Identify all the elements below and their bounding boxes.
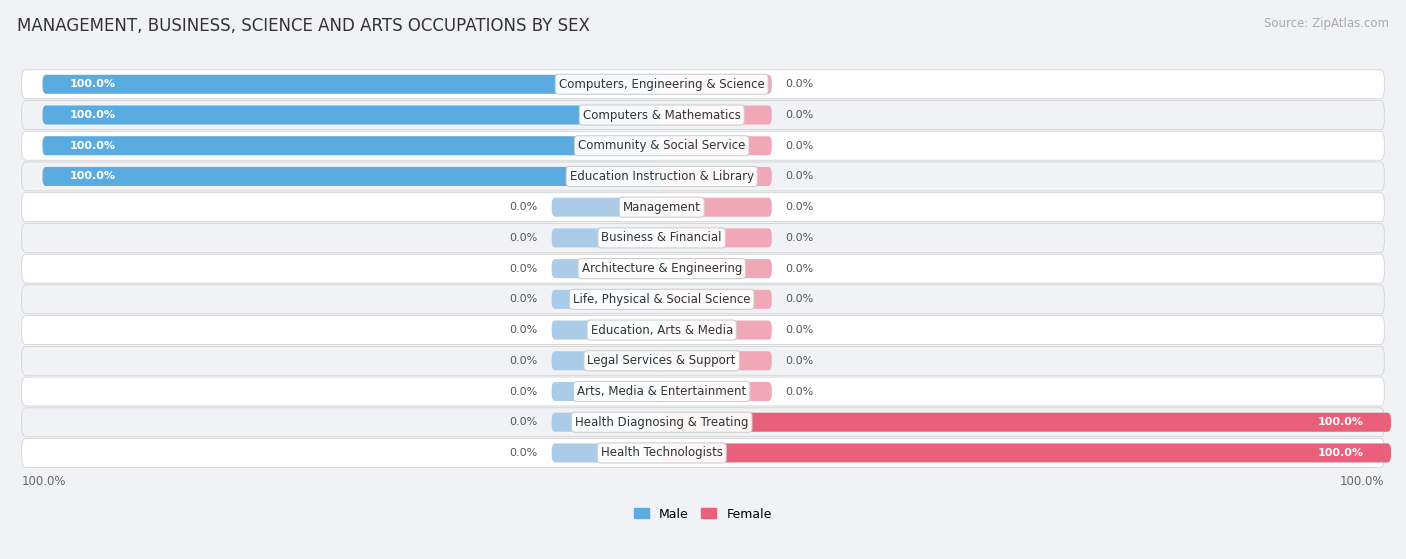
FancyBboxPatch shape (551, 290, 662, 309)
Text: 100.0%: 100.0% (1317, 448, 1364, 458)
Text: Legal Services & Support: Legal Services & Support (588, 354, 735, 367)
Text: Education Instruction & Library: Education Instruction & Library (569, 170, 754, 183)
FancyBboxPatch shape (551, 198, 662, 217)
Text: 100.0%: 100.0% (1340, 475, 1384, 488)
FancyBboxPatch shape (21, 438, 1385, 467)
FancyBboxPatch shape (21, 347, 1385, 375)
FancyBboxPatch shape (662, 382, 772, 401)
Text: 100.0%: 100.0% (70, 172, 117, 182)
Text: 100.0%: 100.0% (22, 475, 66, 488)
FancyBboxPatch shape (21, 408, 1385, 437)
FancyBboxPatch shape (21, 131, 1385, 160)
Text: 0.0%: 0.0% (786, 141, 814, 151)
FancyBboxPatch shape (21, 377, 1385, 406)
Text: Source: ZipAtlas.com: Source: ZipAtlas.com (1264, 17, 1389, 30)
FancyBboxPatch shape (21, 316, 1385, 344)
Text: 0.0%: 0.0% (786, 295, 814, 304)
Text: Education, Arts & Media: Education, Arts & Media (591, 324, 733, 337)
FancyBboxPatch shape (551, 320, 662, 339)
Text: 0.0%: 0.0% (509, 356, 538, 366)
FancyBboxPatch shape (551, 229, 662, 248)
Text: Life, Physical & Social Science: Life, Physical & Social Science (574, 293, 751, 306)
Text: 0.0%: 0.0% (509, 325, 538, 335)
Text: Community & Social Service: Community & Social Service (578, 139, 745, 152)
FancyBboxPatch shape (21, 254, 1385, 283)
FancyBboxPatch shape (21, 101, 1385, 130)
Text: 0.0%: 0.0% (509, 448, 538, 458)
FancyBboxPatch shape (21, 285, 1385, 314)
Text: Arts, Media & Entertainment: Arts, Media & Entertainment (576, 385, 747, 398)
Text: Computers, Engineering & Science: Computers, Engineering & Science (558, 78, 765, 91)
FancyBboxPatch shape (21, 162, 1385, 191)
FancyBboxPatch shape (662, 320, 772, 339)
FancyBboxPatch shape (662, 351, 772, 370)
FancyBboxPatch shape (42, 136, 662, 155)
Text: Management: Management (623, 201, 700, 214)
Text: Architecture & Engineering: Architecture & Engineering (582, 262, 742, 275)
Text: 0.0%: 0.0% (786, 233, 814, 243)
Text: 100.0%: 100.0% (1317, 417, 1364, 427)
Text: 0.0%: 0.0% (509, 264, 538, 273)
FancyBboxPatch shape (662, 259, 772, 278)
Text: 0.0%: 0.0% (786, 264, 814, 273)
Text: 0.0%: 0.0% (786, 202, 814, 212)
Text: 0.0%: 0.0% (786, 386, 814, 396)
Text: 0.0%: 0.0% (786, 79, 814, 89)
Text: MANAGEMENT, BUSINESS, SCIENCE AND ARTS OCCUPATIONS BY SEX: MANAGEMENT, BUSINESS, SCIENCE AND ARTS O… (17, 17, 589, 35)
Text: 100.0%: 100.0% (70, 79, 117, 89)
FancyBboxPatch shape (662, 75, 772, 94)
Text: Health Technologists: Health Technologists (600, 447, 723, 459)
FancyBboxPatch shape (42, 167, 662, 186)
FancyBboxPatch shape (662, 136, 772, 155)
FancyBboxPatch shape (662, 106, 772, 125)
Text: 100.0%: 100.0% (70, 141, 117, 151)
FancyBboxPatch shape (662, 413, 1391, 432)
Text: 0.0%: 0.0% (786, 110, 814, 120)
FancyBboxPatch shape (662, 167, 772, 186)
FancyBboxPatch shape (551, 351, 662, 370)
Text: 0.0%: 0.0% (509, 386, 538, 396)
Text: 0.0%: 0.0% (509, 417, 538, 427)
FancyBboxPatch shape (42, 75, 662, 94)
Text: 0.0%: 0.0% (786, 172, 814, 182)
FancyBboxPatch shape (551, 259, 662, 278)
FancyBboxPatch shape (662, 198, 772, 217)
Text: 0.0%: 0.0% (509, 233, 538, 243)
FancyBboxPatch shape (551, 413, 662, 432)
FancyBboxPatch shape (42, 106, 662, 125)
Text: Business & Financial: Business & Financial (602, 231, 721, 244)
Text: 0.0%: 0.0% (509, 202, 538, 212)
FancyBboxPatch shape (21, 70, 1385, 99)
FancyBboxPatch shape (21, 193, 1385, 221)
FancyBboxPatch shape (21, 224, 1385, 252)
Text: 100.0%: 100.0% (70, 110, 117, 120)
Text: 0.0%: 0.0% (509, 295, 538, 304)
Text: Health Diagnosing & Treating: Health Diagnosing & Treating (575, 416, 748, 429)
FancyBboxPatch shape (662, 443, 1391, 462)
Text: Computers & Mathematics: Computers & Mathematics (582, 108, 741, 121)
FancyBboxPatch shape (551, 443, 662, 462)
Text: 0.0%: 0.0% (786, 325, 814, 335)
Text: 0.0%: 0.0% (786, 356, 814, 366)
FancyBboxPatch shape (662, 229, 772, 248)
FancyBboxPatch shape (662, 290, 772, 309)
FancyBboxPatch shape (551, 382, 662, 401)
Legend: Male, Female: Male, Female (630, 503, 776, 525)
